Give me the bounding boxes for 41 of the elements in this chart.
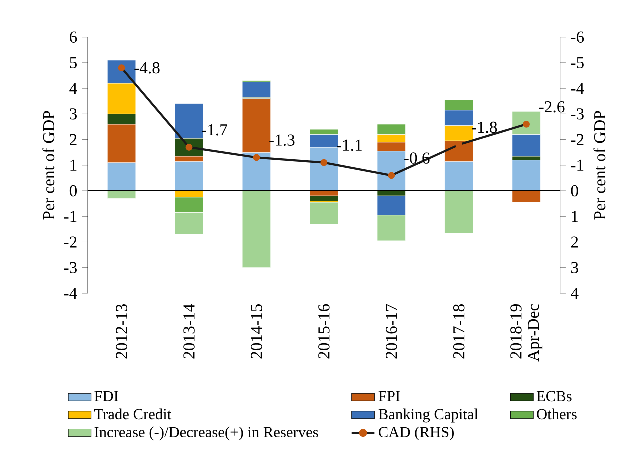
legend-label: CAD (RHS)	[379, 426, 454, 441]
x-tick-label: 2014-15	[251, 304, 262, 359]
y2-tick-label: -1	[571, 160, 584, 171]
y2-tick-label: 0	[571, 185, 578, 197]
y2-tick-label: -3	[571, 108, 584, 120]
y2-axis-title: Per cent of GDP	[594, 111, 606, 220]
x-tick-label: 2015-16	[318, 304, 330, 359]
legend-label: FDI	[94, 391, 118, 402]
y-tick-label: -4	[64, 288, 78, 300]
legend-label: Banking Capital	[378, 408, 478, 423]
y2-tick-label: 4	[571, 288, 579, 300]
y-tick-label: 5	[70, 57, 77, 69]
x-tick-label: 2018-19 Apr-Dec	[510, 304, 543, 362]
x-tick-label: 2013-14	[184, 304, 195, 359]
y-axis-title: Per cent of GDP	[42, 111, 55, 220]
x-tick-label: 2017-18	[453, 304, 465, 359]
x-tick-label: 2012-13	[116, 304, 128, 359]
y-tick-label: -2	[64, 236, 77, 248]
legend-label: ECBs	[536, 391, 572, 402]
data-label: -1.1	[337, 140, 362, 152]
legend-label: Others	[537, 408, 577, 420]
legend-label: Increase (-)/Decrease(+) in Reserves	[94, 426, 318, 441]
legend-label: FPI	[378, 391, 400, 402]
y-tick-label: 2	[70, 134, 77, 146]
legend-label: Trade Credit	[94, 408, 172, 420]
y2-tick-label: -2	[571, 134, 584, 146]
data-label: -0.6	[404, 152, 430, 164]
y-tick-label: -1	[64, 211, 77, 222]
y-tick-label: 0	[70, 185, 78, 197]
y-tick-label: 3	[70, 108, 77, 120]
x-tick-label: 2016-17	[386, 304, 398, 359]
y2-tick-label: 2	[571, 236, 578, 248]
y2-tick-label: -6	[571, 32, 584, 43]
y2-tick-label: 1	[572, 211, 578, 222]
y-tick-label: 1	[70, 160, 77, 171]
y2-tick-label: 3	[571, 262, 578, 274]
y-tick-label: 4	[70, 83, 78, 94]
y2-tick-label: -4	[571, 83, 584, 94]
y-tick-label: 6	[70, 32, 78, 43]
y-tick-label: -3	[64, 262, 77, 274]
y2-tick-label: -5	[571, 57, 584, 69]
